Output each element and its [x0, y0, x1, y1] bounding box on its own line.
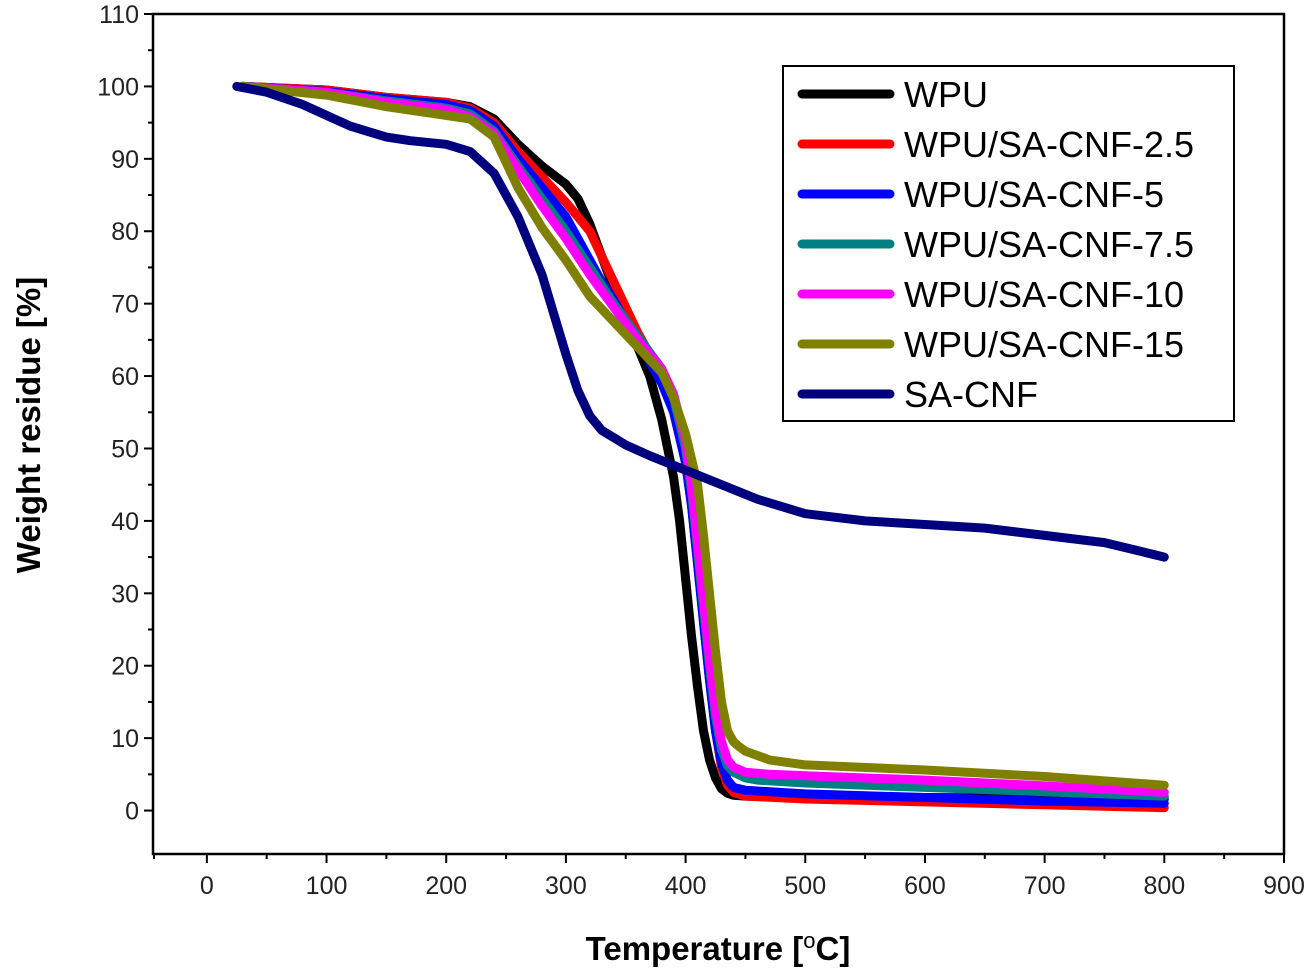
x-tick-label: 0: [200, 872, 214, 900]
y-tick-label: 30: [111, 580, 139, 608]
series-line: [232, 81, 1169, 562]
y-tick-label: 0: [125, 798, 139, 826]
y-tick-label: 50: [111, 435, 139, 463]
legend: WPU WPU/SA-CNF-2.5 WPU/SA-CNF-5 WPU/SA-CNF-…: [782, 65, 1235, 422]
x-tick-label: 100: [306, 872, 348, 900]
axis-ticks: [144, 13, 1285, 863]
y-tick-label: 110: [99, 1, 139, 29]
series-line: [238, 81, 1169, 790]
legend-label: WPU/SA-CNF-7.5: [904, 224, 1194, 265]
x-tick-label: 800: [1143, 872, 1185, 900]
tick-labels: 0 100 200 300 400 500 600 700 800 900 0 10 20 30 40 50 6…: [97, 1, 1305, 900]
y-tick-label: 60: [111, 363, 139, 391]
legend-label: SA-CNF: [904, 374, 1038, 415]
y-tick-label: 10: [111, 725, 139, 753]
x-tick-label: 200: [425, 872, 467, 900]
legend-label: WPU/SA-CNF-15: [904, 324, 1184, 365]
legend-label: WPU: [904, 74, 988, 115]
series-lines: [232, 81, 1169, 813]
x-tick-label: 500: [784, 872, 826, 900]
legend-label: WPU/SA-CNF-2.5: [904, 124, 1194, 165]
y-tick-label: 80: [111, 218, 139, 246]
x-axis-title: Temperature [oC]: [586, 928, 851, 967]
y-tick-label: 90: [111, 146, 139, 174]
y-axis-title: Weight residue [%]: [10, 277, 47, 573]
legend-items: WPU WPU/SA-CNF-2.5 WPU/SA-CNF-5 WPU/SA-CNF-…: [797, 74, 1194, 415]
legend-label: WPU/SA-CNF-5: [904, 174, 1164, 215]
plot-frame: [151, 12, 1286, 856]
x-tick-label: 700: [1024, 872, 1066, 900]
x-tick-label: 400: [665, 872, 707, 900]
y-tick-label: 70: [111, 291, 139, 319]
x-tick-label: 300: [545, 872, 587, 900]
legend-label: WPU/SA-CNF-10: [904, 274, 1184, 315]
y-tick-label: 100: [97, 73, 139, 101]
y-tick-label: 20: [111, 653, 139, 681]
x-tick-label: 600: [904, 872, 946, 900]
y-tick-label: 40: [111, 508, 139, 536]
x-tick-label: 900: [1263, 872, 1305, 900]
